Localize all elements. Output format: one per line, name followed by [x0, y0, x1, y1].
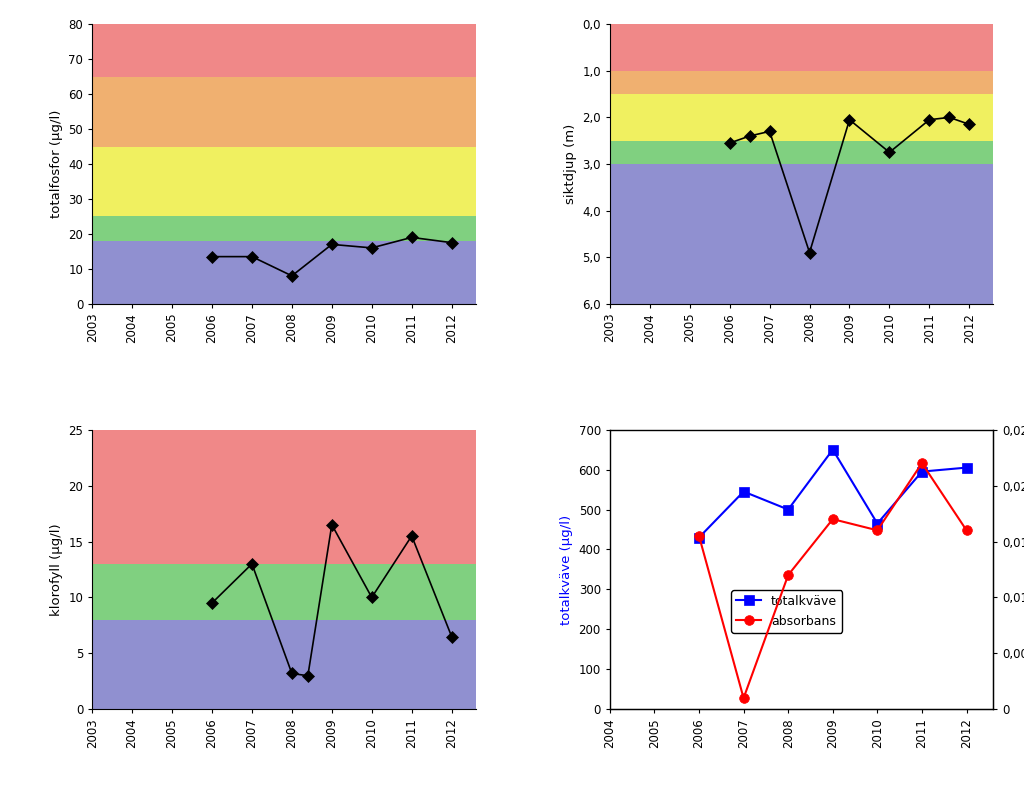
- Bar: [610, 164, 993, 304]
- totalkväve: [961, 463, 973, 472]
- Y-axis label: totalfosfor (µg/l): totalfosfor (µg/l): [50, 110, 62, 218]
- totalkväve: [871, 519, 884, 529]
- Y-axis label: totalkväve (µg/l): totalkväve (µg/l): [560, 514, 573, 625]
- totalkväve: [737, 487, 750, 496]
- Bar: [92, 241, 475, 304]
- Line: totalkväve: totalkväve: [694, 445, 972, 542]
- Bar: [92, 430, 475, 564]
- Bar: [610, 141, 993, 164]
- absorbans: [737, 693, 750, 703]
- Bar: [92, 24, 475, 77]
- Y-axis label: klorofyll (µg/l): klorofyll (µg/l): [50, 523, 62, 616]
- Bar: [92, 77, 475, 147]
- Bar: [92, 217, 475, 241]
- Bar: [610, 71, 993, 94]
- absorbans: [871, 526, 884, 535]
- absorbans: [961, 526, 973, 535]
- totalkväve: [782, 505, 795, 514]
- absorbans: [826, 514, 839, 524]
- Bar: [92, 564, 475, 620]
- absorbans: [693, 531, 706, 541]
- totalkväve: [915, 467, 928, 476]
- Bar: [92, 147, 475, 217]
- Bar: [610, 94, 993, 141]
- Line: absorbans: absorbans: [694, 459, 972, 703]
- Bar: [92, 620, 475, 709]
- absorbans: [782, 570, 795, 580]
- absorbans: [915, 459, 928, 468]
- Legend: totalkväve, absorbans: totalkväve, absorbans: [731, 590, 842, 633]
- Bar: [610, 24, 993, 71]
- totalkväve: [826, 445, 839, 455]
- totalkväve: [693, 533, 706, 542]
- Y-axis label: siktdjup (m): siktdjup (m): [563, 124, 577, 204]
